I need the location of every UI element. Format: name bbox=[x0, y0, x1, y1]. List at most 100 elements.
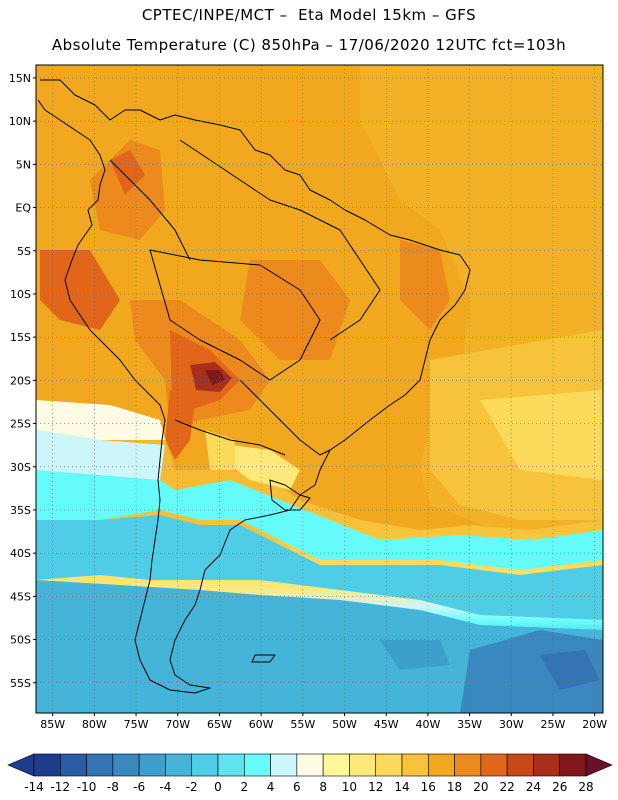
colorbar-box bbox=[217, 753, 245, 777]
colorbar-min-arrow bbox=[7, 753, 35, 777]
colorbar-label: -8 bbox=[107, 780, 119, 794]
colorbar-box bbox=[86, 753, 114, 777]
lon-label: 20W bbox=[582, 718, 607, 731]
colorbar-label: 24 bbox=[526, 780, 541, 794]
colorbar-label: 26 bbox=[552, 780, 567, 794]
lon-label: 35W bbox=[457, 718, 482, 731]
colorbar-label: -2 bbox=[186, 780, 198, 794]
colorbar-box bbox=[506, 753, 534, 777]
colorbar-box bbox=[375, 753, 403, 777]
lon-label: 50W bbox=[332, 718, 357, 731]
lat-label: 5S bbox=[17, 245, 31, 258]
lat-label: 55S bbox=[10, 677, 31, 690]
colorbar-box bbox=[533, 753, 561, 777]
chart-title-line1: CPTEC/INPE/MCT – Eta Model 15km – GFS bbox=[141, 6, 477, 24]
lat-lon-grid bbox=[36, 65, 603, 713]
colorbar-label: 16 bbox=[421, 780, 436, 794]
lon-label: 40W bbox=[415, 718, 440, 731]
colorbar-box bbox=[454, 753, 482, 777]
colorbar-label: 18 bbox=[447, 780, 462, 794]
colorbar: -14 -12 -10 -8 -6 -4 -2 0 2 4 6 8 10 12 14 16 18 20 22 24 26… bbox=[7, 753, 613, 794]
cyan-band bbox=[36, 470, 603, 570]
colorbar-label: -4 bbox=[159, 780, 171, 794]
pampas-light bbox=[205, 430, 235, 470]
peru-coast-warm bbox=[40, 250, 120, 330]
lon-label: 30W bbox=[499, 718, 524, 731]
lon-label: 60W bbox=[249, 718, 274, 731]
latitude-labels: 15N 10N 5N EQ 5S 10S 15S 20S 25S 30S 35S 40S 45S 50S 5… bbox=[9, 72, 36, 690]
lat-label: 45S bbox=[10, 590, 31, 603]
pampas-yellow bbox=[230, 445, 300, 490]
colorbar-box bbox=[191, 753, 219, 777]
lat-label: 20S bbox=[10, 374, 31, 387]
lat-label: 40S bbox=[10, 547, 31, 560]
inner-border-4 bbox=[174, 419, 286, 456]
atlantic-light-region bbox=[480, 390, 603, 480]
map-field bbox=[36, 65, 603, 713]
colorbar-boxes bbox=[7, 753, 613, 777]
chart-title-line2: Absolute Temperature (C) 850hPa – 17/06/… bbox=[51, 36, 567, 54]
lon-label: 80W bbox=[82, 718, 107, 731]
temperature-map: 15N 10N 5N EQ 5S 10S 15S 20S 25S 30S 35S 40S 45S 50S 5… bbox=[9, 64, 607, 731]
colorbar-box bbox=[270, 753, 298, 777]
hot-core bbox=[205, 370, 225, 385]
lon-label: 55W bbox=[290, 718, 315, 731]
lat-label: EQ bbox=[15, 202, 31, 215]
lat-label: 10N bbox=[9, 115, 31, 128]
central-brazil-warm bbox=[240, 260, 350, 360]
deepest-blue-region bbox=[540, 650, 600, 690]
deep-blue-region bbox=[460, 630, 603, 713]
colorbar-label: 0 bbox=[214, 780, 222, 794]
andes-south-warm bbox=[165, 390, 195, 460]
colorbar-label: 22 bbox=[500, 780, 515, 794]
colorbar-label: 2 bbox=[240, 780, 248, 794]
colorbar-box bbox=[33, 753, 61, 777]
lat-label: 35S bbox=[10, 504, 31, 517]
lat-label: 30S bbox=[10, 461, 31, 474]
pacific-light-cyan bbox=[36, 430, 165, 480]
lat-label: 15S bbox=[10, 331, 31, 344]
colorbar-label: -12 bbox=[50, 780, 70, 794]
lat-label: 10S bbox=[10, 288, 31, 301]
inner-border-2 bbox=[179, 139, 381, 341]
colorbar-label: -10 bbox=[77, 780, 97, 794]
lat-label: 50S bbox=[10, 634, 31, 647]
colorbar-box bbox=[480, 753, 508, 777]
colorbar-label: 28 bbox=[578, 780, 593, 794]
map-frame bbox=[35, 64, 604, 714]
colorbar-labels: -14 -12 -10 -8 -6 -4 -2 0 2 4 6 8 10 12 14 16 18 20 22 24 26… bbox=[24, 780, 593, 794]
colorbar-max-arrow bbox=[585, 753, 613, 777]
colorbar-label: 12 bbox=[368, 780, 383, 794]
south-america-coast bbox=[37, 79, 471, 694]
colorbar-label: 20 bbox=[473, 780, 488, 794]
colorbar-box bbox=[427, 753, 455, 777]
longitude-labels: 85W 80W 75W 70W 65W 60W 55W 50W 45W 40W 35W 30W 25W 2… bbox=[40, 713, 607, 731]
mid-blue-patch bbox=[380, 640, 450, 670]
colorbar-box bbox=[112, 753, 140, 777]
falklands bbox=[251, 654, 276, 663]
colorbar-box bbox=[165, 753, 193, 777]
colorbar-box bbox=[59, 753, 87, 777]
lon-label: 75W bbox=[124, 718, 149, 731]
coastlines bbox=[37, 79, 471, 694]
pacific-pale-band bbox=[36, 400, 165, 440]
colorbar-label: 10 bbox=[342, 780, 357, 794]
lon-label: 45W bbox=[374, 718, 399, 731]
colorbar-box bbox=[243, 753, 271, 777]
colorbar-label: -6 bbox=[133, 780, 145, 794]
colorbar-box bbox=[349, 753, 377, 777]
inner-border-5 bbox=[109, 159, 191, 261]
colorbar-box bbox=[401, 753, 429, 777]
lat-label: 5N bbox=[16, 158, 31, 171]
inner-border-1 bbox=[149, 249, 321, 381]
colorbar-box bbox=[559, 753, 587, 777]
colorbar-label: 14 bbox=[394, 780, 409, 794]
lat-label: 25S bbox=[10, 418, 31, 431]
northeast-brazil-warm bbox=[400, 240, 450, 330]
colorbar-label: -14 bbox=[24, 780, 44, 794]
inner-border-3 bbox=[239, 379, 331, 456]
lon-label: 65W bbox=[207, 718, 232, 731]
colorbar-box bbox=[296, 753, 324, 777]
colorbar-box bbox=[322, 753, 350, 777]
lon-label: 25W bbox=[541, 718, 566, 731]
